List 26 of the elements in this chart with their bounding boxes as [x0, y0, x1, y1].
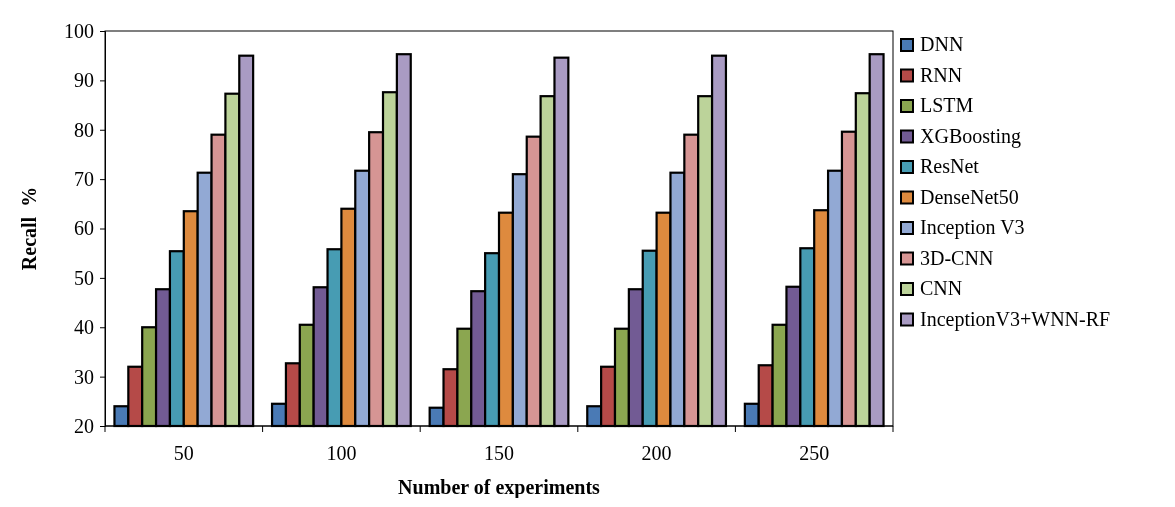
- y-tick-label: 60: [74, 217, 94, 240]
- y-tick-label: 80: [74, 118, 94, 141]
- x-tick-label: 250: [799, 442, 830, 464]
- legend-label: XGBoosting: [920, 124, 1022, 148]
- legend-label: 3D-CNN: [920, 246, 994, 269]
- y-tick-label: 50: [74, 266, 94, 289]
- legend-label: Inception V3: [920, 216, 1025, 239]
- legend-label: DenseNet50: [920, 185, 1019, 208]
- y-tick-label: 30: [74, 365, 94, 388]
- x-tick-label: 100: [326, 442, 357, 464]
- y-axis-title: Recall %: [18, 186, 40, 271]
- y-tick-label: 20: [74, 414, 94, 437]
- x-tick-label: 50: [173, 442, 194, 464]
- legend-label: InceptionV3+WNN-RF: [920, 307, 1111, 331]
- y-tick-label: 100: [64, 19, 94, 42]
- legend-label: RNN: [920, 63, 963, 86]
- y-tick-label: 90: [74, 69, 94, 92]
- legend-label: ResNet: [920, 155, 980, 177]
- y-tick-label: 40: [74, 316, 94, 339]
- legend-label: CNN: [920, 277, 963, 299]
- y-tick-label: 70: [74, 168, 94, 191]
- legend-label: DNN: [920, 33, 964, 55]
- x-tick-label: 200: [641, 442, 672, 464]
- legend-label: LSTM: [920, 94, 974, 116]
- x-tick-label: 150: [484, 442, 514, 464]
- x-axis-title: Number of experiments: [398, 476, 601, 499]
